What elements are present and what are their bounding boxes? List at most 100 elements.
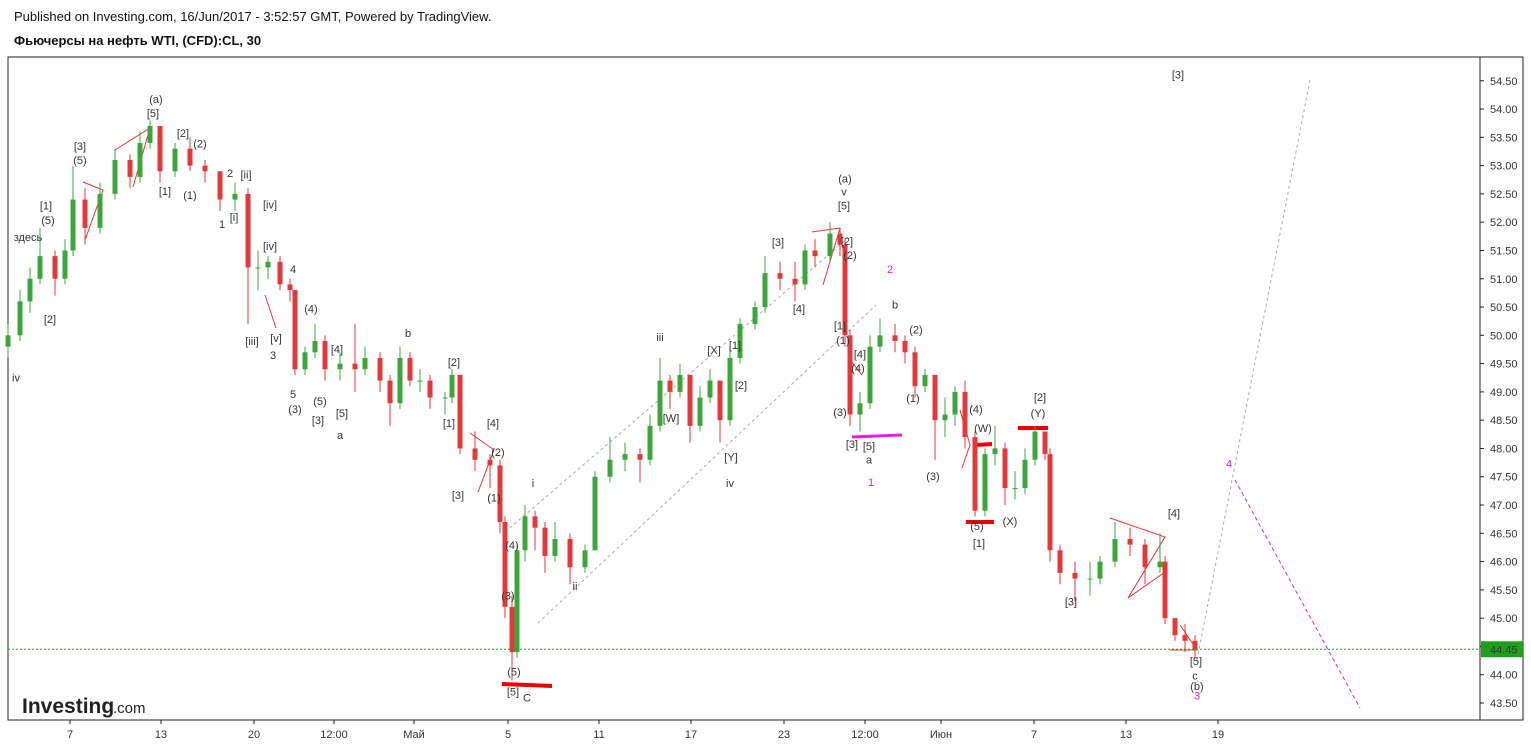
candle-body (867, 346, 873, 404)
triangle-line (811, 227, 841, 286)
x-tick-label: 7 (1031, 729, 1037, 741)
y-tick-label: 50.50 (1490, 302, 1518, 314)
candle-body (487, 459, 493, 466)
candle-body (387, 380, 393, 404)
y-tick-label: 54.50 (1490, 76, 1518, 88)
candle-body (607, 459, 613, 477)
wave-label: (2) (909, 325, 922, 337)
wave-label: (4) (304, 304, 317, 316)
wave-label: [1] (443, 418, 455, 430)
wave-label: [2] (44, 314, 56, 326)
wave-label: [1] (973, 538, 985, 550)
candle-body (187, 148, 193, 166)
candle-body (202, 165, 208, 172)
x-tick-label: 11 (593, 729, 604, 741)
wave-label: [5] (507, 687, 519, 699)
candle-body (292, 290, 298, 370)
candle-body (232, 193, 238, 200)
candle-body (127, 159, 133, 177)
candle-body (1047, 454, 1053, 551)
x-tick-label: 12:00 (851, 729, 879, 741)
wave-label: 2 (887, 264, 893, 276)
wave-label: [3] (74, 141, 86, 153)
level-marker (501, 682, 553, 688)
level-marker (851, 433, 903, 439)
wave-label: (b) (1190, 681, 1203, 693)
x-tick-label: 7 (67, 729, 73, 741)
wave-label: [3] (846, 439, 858, 451)
candle-body (497, 465, 503, 523)
candle-body (514, 550, 520, 653)
candle-body (532, 516, 538, 528)
x-tick-label: 20 (248, 729, 260, 741)
wave-label: (3) (926, 471, 939, 483)
candle-body (62, 250, 68, 279)
wave-label: [1] (40, 201, 52, 213)
y-tick-label: 48.00 (1490, 443, 1518, 455)
candle-body (337, 363, 343, 370)
y-tick-label: 52.00 (1490, 217, 1518, 229)
wave-label: [2] (735, 380, 747, 392)
wave-label: [5] (838, 201, 850, 213)
candle-body (677, 374, 683, 392)
candle-body (442, 397, 448, 399)
candle-body (362, 357, 368, 370)
candle-body (687, 374, 693, 426)
wave-label: [4] (487, 418, 499, 430)
candle-body (97, 193, 103, 228)
wave-label: b (892, 300, 898, 312)
candle-body (637, 454, 643, 460)
y-tick-label: 43.50 (1490, 698, 1518, 710)
candle-body (302, 352, 308, 370)
wave-label: v (841, 187, 847, 199)
candle-body (449, 374, 455, 398)
candle-body (1012, 488, 1018, 490)
x-tick-label: 17 (685, 729, 697, 741)
x-tick-label: 23 (778, 729, 790, 741)
wave-label: [ii] (241, 170, 252, 182)
candle-body (1072, 572, 1078, 579)
wave-label: 4 (1226, 459, 1232, 471)
candle-body (147, 126, 153, 143)
candle-body (1097, 561, 1103, 579)
candle-body (255, 267, 261, 269)
candle-body (265, 261, 271, 268)
wave-label: 3 (270, 350, 276, 362)
wave-label: [3] (312, 415, 324, 427)
wave-label: [X] (707, 345, 720, 357)
wave-label: [5] (1190, 656, 1202, 668)
wave-label: [iv] (263, 200, 277, 212)
y-tick-label: 53.00 (1490, 161, 1518, 173)
wave-label: 1 (868, 477, 874, 489)
wave-label: b (405, 328, 411, 340)
wave-label: [iii] (245, 336, 258, 348)
wave-label: (2) (843, 250, 856, 262)
candle-body (962, 391, 968, 438)
wave-label: iii (656, 332, 663, 344)
candle-body (762, 273, 768, 308)
y-tick-label: 46.00 (1490, 557, 1518, 569)
candle-body (727, 357, 733, 421)
y-tick-label: 50.00 (1490, 330, 1518, 342)
triangle-line (469, 432, 495, 493)
wave-label: [5] (863, 441, 875, 453)
candle-body (992, 448, 998, 455)
wave-label: (3) (501, 591, 514, 603)
wave-label: (4) (505, 540, 518, 552)
wave-label: (4) (851, 363, 864, 375)
drawings (82, 79, 1361, 709)
candle-body (137, 142, 143, 177)
candle-body (1032, 431, 1038, 460)
wave-label: [W] (663, 413, 680, 425)
x-tick-label: 5 (505, 729, 511, 741)
wave-label: [1] (729, 340, 741, 352)
candle-body (17, 301, 23, 336)
wave-label: [3] (772, 237, 784, 249)
wave-label: (W) (974, 423, 992, 435)
candle-body (502, 522, 508, 607)
y-tick-label: 49.00 (1490, 387, 1518, 399)
candle-body (892, 335, 898, 341)
y-tick-label: 52.50 (1490, 189, 1518, 201)
y-tick-label: 45.00 (1490, 613, 1518, 625)
